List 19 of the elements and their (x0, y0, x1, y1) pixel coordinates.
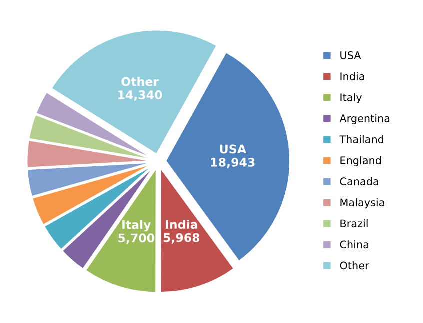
data-label: 5,700 (118, 234, 154, 244)
slice-label: USA (220, 144, 246, 154)
data-label: 5,968 (164, 233, 200, 244)
slice-label: India (166, 220, 198, 230)
legend-label: Malaysia (340, 198, 384, 209)
legend-label: China (340, 240, 369, 249)
legend-label: England (340, 156, 382, 167)
slice-label: Italy (122, 220, 152, 232)
slice-label: Other (122, 77, 159, 86)
legend-label: Thailand (340, 135, 384, 144)
data-label: 18,943 (211, 158, 255, 168)
legend-label: Italy (340, 93, 362, 104)
legend-label: Canada (340, 177, 378, 186)
legend-label: Brazil (340, 220, 368, 228)
legend-label: Argentina (340, 114, 390, 125)
legend-label: Other (340, 262, 370, 270)
legend-label: USA (340, 52, 362, 60)
data-label: 14,340 (118, 90, 162, 101)
legend-label: India (340, 72, 364, 80)
